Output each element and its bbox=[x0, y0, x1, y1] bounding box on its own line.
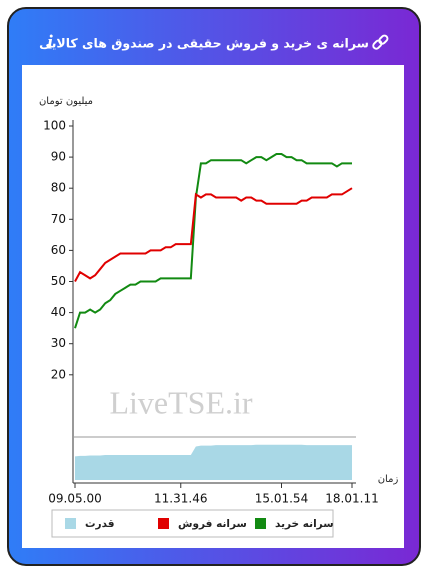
area bbox=[75, 444, 352, 480]
x-tick-label: 15.01.54 bbox=[255, 492, 308, 506]
line bbox=[74, 152, 352, 329]
line bbox=[74, 187, 353, 282]
legend bbox=[51, 509, 334, 538]
watermark: LiveTSE.ir bbox=[109, 384, 252, 420]
y-tick-label: 70 bbox=[51, 212, 66, 226]
y-tick-label: 50 bbox=[51, 274, 66, 288]
x-tick-label: 09.05.00 bbox=[48, 492, 101, 506]
y-tick-label: 60 bbox=[51, 243, 66, 257]
legend-swatch bbox=[65, 518, 76, 529]
y-tick-label: 80 bbox=[51, 181, 66, 195]
legend-label: سرانه فروش bbox=[178, 518, 247, 530]
legend-label: قدرت bbox=[85, 518, 115, 530]
legend-swatch bbox=[158, 518, 169, 529]
x-tick-label: 11.31.46 bbox=[154, 492, 207, 506]
chart-title: سرانه ی خرید و فروش حقیقی در صندوق های ک… bbox=[39, 36, 369, 51]
legend-swatch bbox=[255, 518, 266, 529]
y-tick-label: 40 bbox=[51, 305, 66, 319]
y-tick-label: 30 bbox=[51, 336, 66, 350]
y-tick-label: 20 bbox=[51, 367, 66, 381]
legend-label: سرانه خرید bbox=[275, 518, 334, 530]
x-tick-label: 18.01.11 bbox=[325, 492, 378, 506]
y-axis-label: میلیون تومان bbox=[39, 96, 93, 107]
info-icon[interactable]: i bbox=[47, 32, 53, 54]
y-tick-label: 90 bbox=[51, 150, 66, 164]
link-icon[interactable] bbox=[372, 34, 389, 50]
x-axis-label: زمان bbox=[378, 474, 399, 485]
y-tick-label: 100 bbox=[43, 119, 66, 133]
